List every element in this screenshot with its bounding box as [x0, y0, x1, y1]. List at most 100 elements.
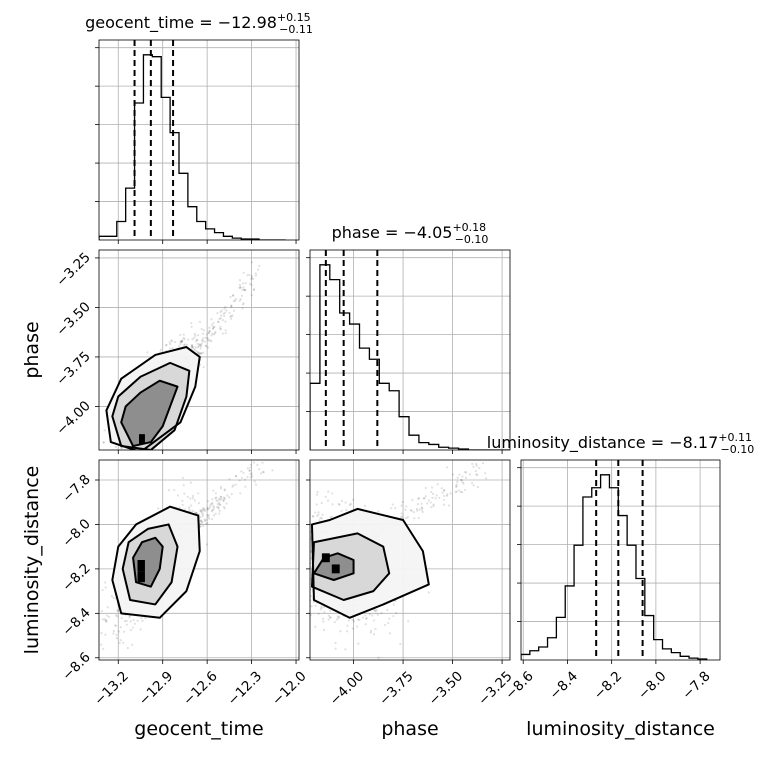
scatter-point [373, 609, 376, 612]
scatter-point [430, 506, 433, 509]
scatter-point [327, 618, 330, 621]
contour-line [111, 361, 191, 450]
scatter-point [206, 336, 209, 340]
scatter-point [303, 577, 305, 579]
scatter-point [478, 467, 481, 470]
scatter-point [207, 332, 211, 335]
scatter-point [464, 476, 468, 479]
scatter-point [139, 628, 142, 631]
scatter-point [375, 608, 378, 612]
scatter-point [110, 454, 112, 456]
scatter-point [112, 629, 115, 633]
scatter-point [357, 642, 360, 645]
scatter-point [199, 516, 202, 519]
scatter-point [195, 511, 198, 515]
scatter-point [243, 478, 247, 481]
scatter-point [243, 288, 246, 292]
scatter-point [447, 504, 451, 507]
joint-panel-content [99, 452, 274, 652]
scatter-point [187, 338, 190, 341]
scatter-point [117, 630, 120, 633]
scatter-point [248, 469, 251, 472]
scatter-point [196, 346, 200, 349]
scatter-point [128, 616, 131, 619]
scatter-point [302, 541, 304, 543]
scatter-point [440, 487, 443, 490]
x-tick-label: −3.75 [376, 668, 417, 709]
scatter-point [339, 630, 342, 633]
scatter-point [376, 613, 379, 616]
scatter-point [322, 628, 326, 632]
panel-frame [520, 459, 721, 661]
scatter-point [446, 493, 449, 496]
scatter-point [262, 456, 264, 458]
scatter-point [226, 494, 229, 497]
scatter-point [197, 351, 200, 354]
scatter-point [200, 522, 203, 525]
scatter-point [446, 466, 449, 469]
scatter-point [316, 493, 319, 496]
scatter-point [241, 303, 245, 306]
scatter-point [239, 298, 242, 301]
scatter-point [208, 326, 211, 329]
scatter-point [455, 485, 458, 488]
scatter-point [209, 339, 212, 342]
scatter-point [270, 538, 272, 540]
scatter-point [230, 315, 233, 318]
scatter-point [474, 470, 477, 473]
scatter-point [112, 632, 115, 635]
scatter-point [176, 494, 180, 497]
scatter-point [107, 615, 111, 618]
scatter-point [104, 619, 107, 622]
scatter-point [240, 470, 243, 473]
scatter-point [218, 503, 221, 506]
scatter-point [316, 490, 319, 494]
scatter-point [336, 618, 339, 621]
scatter-point [193, 349, 196, 352]
scatter-point [319, 608, 322, 611]
scatter-point [269, 452, 271, 454]
scatter-point [125, 619, 128, 623]
scatter-point [190, 322, 193, 325]
scatter-point [199, 352, 202, 355]
scatter-point [401, 515, 404, 518]
scatter-point [323, 610, 326, 614]
contour-line [310, 507, 430, 619]
scatter-point [179, 333, 182, 337]
scatter-point [306, 516, 308, 518]
scatter-point [282, 585, 284, 587]
scatter-point [310, 550, 313, 553]
scatter-point [240, 476, 243, 480]
scatter-point [351, 627, 354, 630]
scatter-point [171, 340, 174, 343]
scatter-point [329, 516, 332, 519]
scatter-point [205, 543, 208, 546]
scatter-point [107, 453, 109, 455]
scatter-point [220, 495, 223, 498]
scatter-point [392, 603, 395, 606]
scatter-point [374, 610, 377, 613]
scatter-point [216, 506, 219, 509]
scatter-point [238, 279, 242, 282]
x-tick-label: −8.4 [547, 668, 581, 702]
scatter-point [190, 504, 193, 507]
scatter-point [306, 550, 308, 552]
scatter-point [180, 339, 184, 342]
panel-frame [98, 459, 300, 661]
scatter-point [118, 641, 121, 645]
scatter-point [221, 319, 225, 322]
scatter-point [320, 605, 323, 608]
scatter-point [338, 503, 341, 506]
scatter-point [220, 314, 223, 317]
scatter-point [232, 300, 236, 303]
scatter-point [289, 510, 291, 512]
scatter-point [305, 473, 307, 475]
scatter-point [199, 519, 202, 522]
scatter-point [101, 618, 104, 621]
scatter-point [390, 507, 393, 510]
scatter-point [312, 515, 315, 518]
y-tick-label: −3.75 [53, 348, 94, 389]
scatter-point [326, 499, 330, 502]
scatter-point [252, 288, 256, 291]
scatter-point [230, 304, 233, 307]
